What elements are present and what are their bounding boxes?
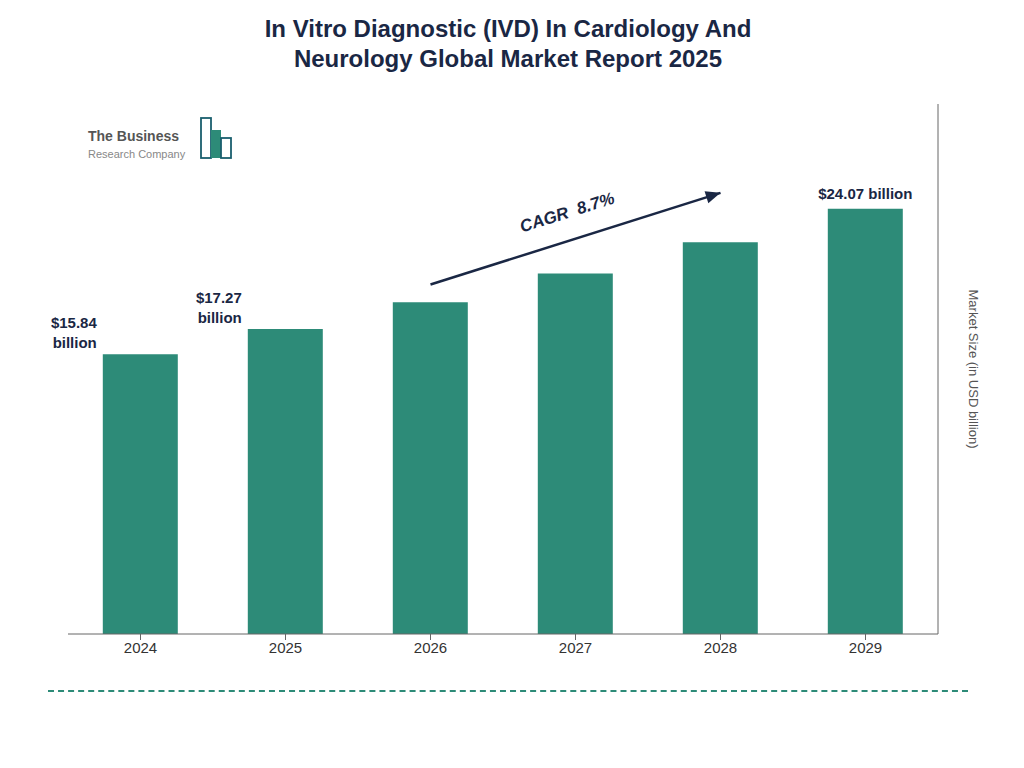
- html-text:In Vitro Diagnostic (IVD) In C: In Vitro Diagnostic (IVD) In Cardiology …: [264, 15, 752, 42]
- html-text:Research Company: Research Company: [88, 148, 186, 160]
- svg-text:$15.84billion: $15.84billion: [51, 314, 98, 351]
- svg-text:$17.27billion: $17.27billion: [196, 289, 242, 326]
- svg-text:2025: 2025: [269, 639, 302, 656]
- svg-text:2026: 2026: [414, 639, 447, 656]
- svg-text:2027: 2027: [559, 639, 592, 656]
- svg-text:2028: 2028: [704, 639, 737, 656]
- html-text:The Business: The Business: [88, 128, 179, 144]
- html-text:Neurology Global Market Report: Neurology Global Market Report 2025: [293, 45, 722, 72]
- svg-text:Market Size (in USD billion): Market Size (in USD billion): [966, 290, 981, 449]
- svg-text:CAGR 8.7%: CAGR 8.7%: [518, 189, 617, 237]
- svg-text:2024: 2024: [124, 639, 157, 656]
- svg-text:$24.07 billion: $24.07 billion: [818, 185, 912, 202]
- svg-text:2029: 2029: [849, 639, 882, 656]
